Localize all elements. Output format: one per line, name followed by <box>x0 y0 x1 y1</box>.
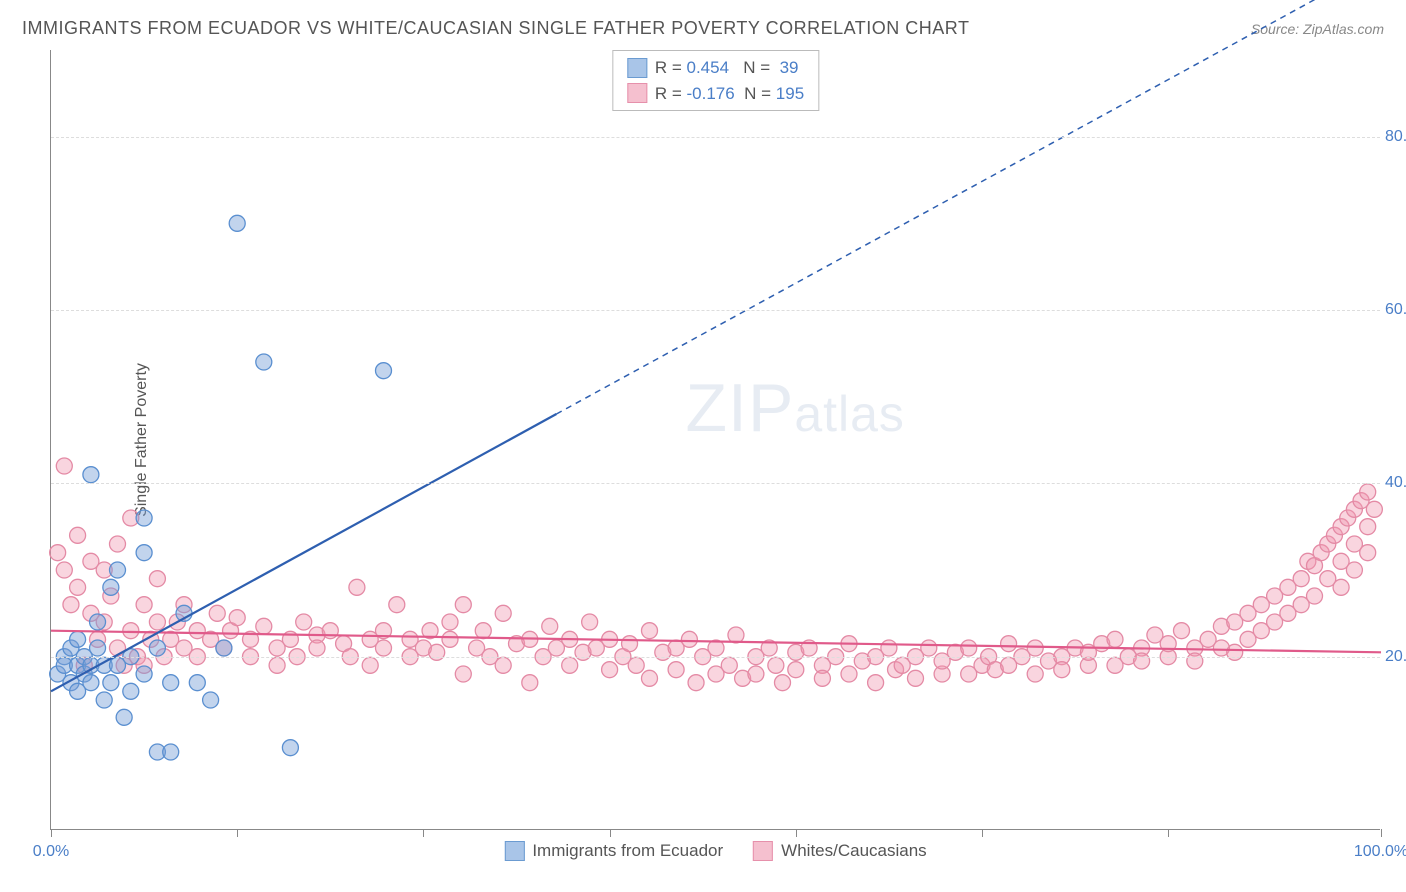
x-tick <box>1381 829 1382 837</box>
x-tick-label: 0.0% <box>33 843 69 861</box>
title-bar: IMMIGRANTS FROM ECUADOR VS WHITE/CAUCASI… <box>22 18 1384 39</box>
x-tick <box>796 829 797 837</box>
r-label-pink: R = <box>655 84 687 103</box>
y-tick-label: 40.0% <box>1385 474 1406 492</box>
chart-canvas <box>51 50 1380 829</box>
legend-label-pink: Whites/Caucasians <box>781 841 927 861</box>
x-tick <box>237 829 238 837</box>
x-tick <box>1168 829 1169 837</box>
x-tick <box>982 829 983 837</box>
y-tick-label: 80.0% <box>1385 128 1406 146</box>
x-tick-label: 100.0% <box>1354 843 1406 861</box>
swatch-pink-icon <box>627 83 647 103</box>
gridline-h <box>51 310 1380 311</box>
chart-title: IMMIGRANTS FROM ECUADOR VS WHITE/CAUCASI… <box>22 18 969 39</box>
legend-label-blue: Immigrants from Ecuador <box>532 841 723 861</box>
n-label-pink: N = <box>735 84 776 103</box>
gridline-h <box>51 657 1380 658</box>
stats-legend-box: R = 0.454 N = 39 R = -0.176 N = 195 <box>612 50 819 111</box>
y-tick-label: 20.0% <box>1385 648 1406 666</box>
x-tick <box>423 829 424 837</box>
bottom-legend: Immigrants from Ecuador Whites/Caucasian… <box>504 841 926 861</box>
gridline-h <box>51 137 1380 138</box>
r-value-blue: 0.454 <box>686 58 729 77</box>
x-tick <box>610 829 611 837</box>
stats-row-blue: R = 0.454 N = 39 <box>627 55 804 81</box>
r-value-pink: -0.176 <box>686 84 734 103</box>
n-value-pink: 195 <box>776 84 804 103</box>
swatch-blue-icon <box>627 58 647 78</box>
gridline-h <box>51 483 1380 484</box>
n-value-blue: 39 <box>780 58 799 77</box>
y-tick-label: 60.0% <box>1385 301 1406 319</box>
n-label-blue: N = <box>729 58 780 77</box>
plot-area: Single Father Poverty ZIPatlas R = 0.454… <box>50 50 1380 830</box>
swatch-pink-icon <box>753 841 773 861</box>
legend-item-blue: Immigrants from Ecuador <box>504 841 723 861</box>
x-tick <box>51 829 52 837</box>
r-label-blue: R = <box>655 58 687 77</box>
stats-row-pink: R = -0.176 N = 195 <box>627 81 804 107</box>
legend-item-pink: Whites/Caucasians <box>753 841 927 861</box>
swatch-blue-icon <box>504 841 524 861</box>
